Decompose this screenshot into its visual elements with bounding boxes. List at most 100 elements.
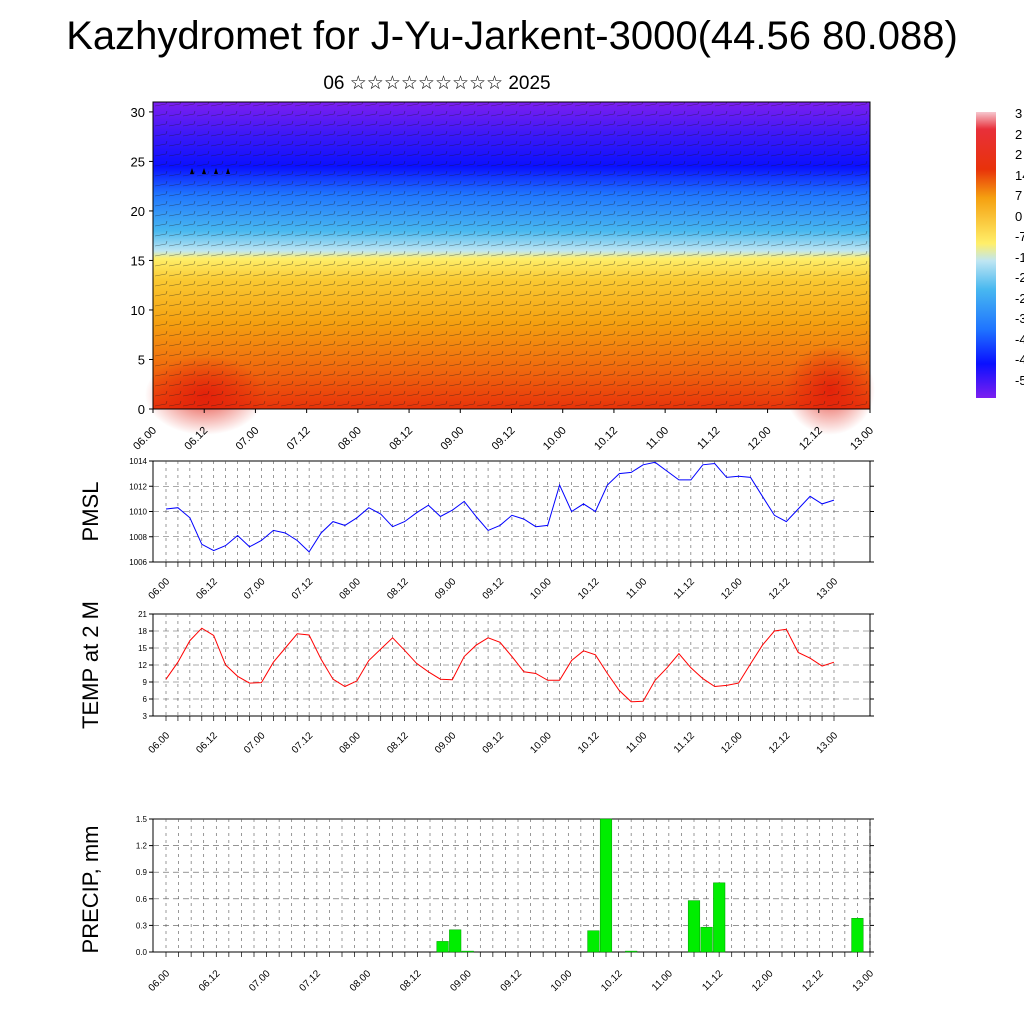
x-tick-label: 07.12 [290, 730, 316, 756]
colorbar-label: 2 [1015, 147, 1023, 162]
precip-bar [851, 918, 864, 953]
y-tick-label: 0.0 [136, 948, 148, 957]
y-tick-label: 5 [138, 352, 145, 367]
x-tick-label: 07.12 [290, 576, 316, 602]
y-axis-label: PMSL [78, 482, 103, 542]
colorbar-label: -2 [1015, 270, 1024, 285]
x-tick-label: 11.00 [644, 425, 671, 452]
panel-frame [152, 818, 871, 953]
colorbar-label: 2 [1015, 126, 1023, 142]
x-tick-label: 12.12 [767, 576, 793, 602]
y-tick-label: 1.5 [136, 815, 148, 824]
x-tick-label: 08.12 [385, 730, 411, 756]
colorbar-labels: 3 2 2 14 7 0 -7 -1 -2 -2 -3 -4 -4 -5 [1015, 104, 1024, 391]
x-tick-label: 10.00 [549, 968, 575, 994]
x-tick-label: 09.12 [481, 730, 507, 756]
y-tick-label: 1012 [129, 482, 147, 491]
y-tick-label: 25 [131, 154, 145, 169]
x-tick-label: 13.00 [851, 968, 877, 994]
x-tick-label: 10.12 [599, 968, 625, 994]
y-tick-label: 30 [131, 105, 145, 120]
x-tick-label: 06.00 [147, 730, 173, 756]
x-tick-label: 07.12 [298, 968, 324, 994]
y-tick-label: 1010 [129, 508, 147, 517]
x-tick-label: 08.12 [385, 576, 411, 602]
x-tick-label: 07.00 [242, 576, 268, 602]
y-tick-label: 0 [138, 402, 145, 417]
y-tick-label: 20 [131, 204, 145, 219]
colorbar-label: -5 [1015, 372, 1024, 388]
x-tick-label: 11.12 [700, 968, 725, 993]
x-tick-label: 07.12 [285, 425, 313, 453]
x-tick-label: 11.00 [624, 576, 649, 601]
colorbar-label: 7 [1015, 188, 1023, 203]
precip-bar [587, 930, 600, 953]
x-tick-label: 06.12 [194, 730, 220, 756]
x-tick-label: 11.12 [672, 576, 697, 601]
x-tick-label: 07.00 [242, 730, 268, 756]
x-tick-label: 13.00 [815, 576, 841, 602]
y-tick-label: 10 [131, 303, 145, 318]
x-tick-label: 09.00 [448, 968, 474, 994]
colorbar-label: 3 [1015, 106, 1023, 121]
x-tick-label: 11.12 [672, 730, 697, 755]
y-tick-label: 12 [138, 661, 147, 670]
x-tick-label: 08.00 [348, 968, 374, 994]
wind-barbs [153, 102, 870, 409]
colorbar-label: -4 [1015, 352, 1024, 367]
x-tick-label: 06.00 [147, 968, 173, 994]
x-tick-label: 07.00 [234, 425, 262, 453]
x-tick-label: 09.12 [490, 425, 518, 453]
y-tick-label: 1006 [129, 558, 147, 567]
x-tick-label: 10.00 [541, 425, 569, 453]
y-axis-label: TEMP at 2 M [78, 601, 103, 729]
precip-bar [599, 818, 613, 953]
y-tick-label: 0.9 [136, 868, 148, 877]
marker-icon [226, 168, 230, 174]
y-tick-label: 0.6 [136, 895, 148, 904]
precip-bar [461, 950, 474, 953]
precip-bar [449, 929, 462, 953]
y-tick-label: 15 [131, 253, 145, 268]
page-title: Kazhydromet for J-Yu-Jarkent-3000(44.56 … [66, 14, 958, 58]
x-tick-label: 13.00 [815, 730, 841, 756]
precip-bar [700, 926, 713, 953]
colorbar-label: -3 [1015, 311, 1024, 326]
x-tick-label: 08.00 [336, 425, 364, 453]
x-tick-label: 07.00 [247, 968, 273, 994]
marker-icon [214, 168, 218, 174]
x-tick-label: 12.00 [746, 425, 774, 453]
x-tick-label: 11.00 [624, 730, 649, 755]
precip-panel: 0.0 0.3 0.6 0.9 1.2 1.5 06.00 06.12 07.00 07.12 08… [78, 815, 876, 994]
precip-bar [687, 900, 701, 953]
temp-panel: 3 6 9 12 15 18 21 06.00 06.12 07.00 07.12 08.00 08.1… [78, 601, 874, 756]
x-tick-label: 09.00 [433, 730, 459, 756]
x-tick-label: 10.00 [528, 730, 554, 756]
x-tick-label: 11.00 [650, 968, 675, 993]
y-tick-label: 18 [138, 627, 147, 636]
series-line [165, 627, 835, 703]
x-tick-label: 06.00 [131, 425, 159, 453]
x-tick-label: 12.12 [800, 968, 826, 994]
x-tick-label: 08.00 [338, 576, 364, 602]
precip-bar [625, 950, 638, 953]
x-tick-label: 10.12 [576, 576, 602, 602]
precip-bar [436, 941, 449, 953]
x-tick-label: 10.12 [576, 730, 602, 756]
y-axis-label: PRECIP, mm [78, 826, 103, 954]
x-tick-label: 09.12 [481, 576, 507, 602]
x-tick-label: 09.12 [499, 968, 525, 994]
x-tick-label: 10.12 [592, 425, 620, 453]
colorbar-gradient [976, 112, 996, 398]
y-tick-label: 1008 [129, 533, 147, 542]
colorbar-label: -2 [1015, 290, 1024, 306]
precip-bar [713, 882, 726, 953]
x-tick-label: 06.12 [194, 576, 220, 602]
x-tick-label: 09.00 [433, 576, 459, 602]
y-tick-label: 6 [143, 695, 148, 704]
colorbar-label: 14 [1015, 167, 1024, 183]
colorbar-label: 0 [1015, 208, 1023, 224]
x-tick-label: 06.12 [197, 968, 223, 994]
